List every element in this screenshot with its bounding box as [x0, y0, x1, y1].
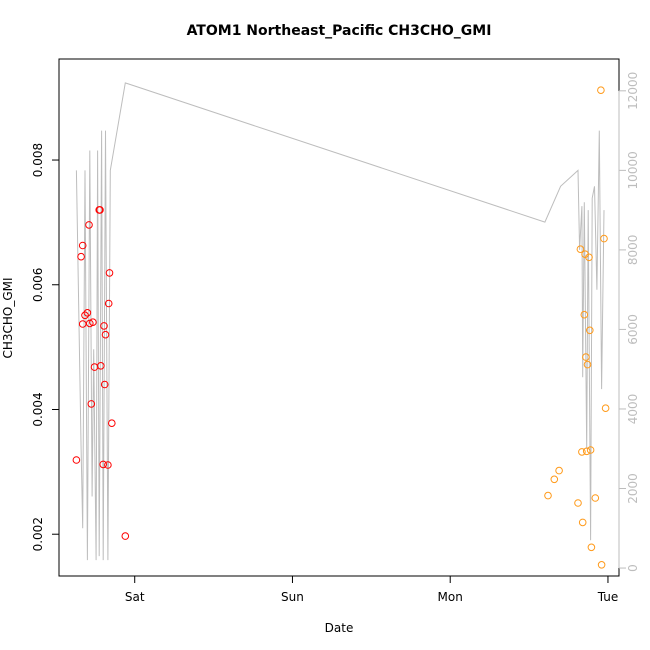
data-point-series-2 [550, 475, 559, 484]
data-point-series-1 [100, 322, 108, 330]
x-axis-label: Date [325, 621, 354, 635]
data-point-series-2 [555, 466, 563, 475]
y2-tick-label: 8000 [626, 235, 640, 266]
data-point-series-2 [582, 447, 591, 456]
x-tick-label: Sat [125, 590, 145, 604]
y2-tick-label: 4000 [626, 394, 640, 425]
data-point-series-1 [85, 221, 93, 229]
data-point-series-1 [99, 460, 107, 469]
data-point-series-2 [583, 360, 592, 369]
data-point-series-2 [597, 561, 606, 569]
x-tick-label: Sun [281, 590, 304, 604]
x-tick-label: Mon [438, 590, 463, 604]
altitude-line-layer [75, 82, 605, 561]
data-point-series-2 [600, 234, 608, 243]
points-layer [72, 86, 610, 569]
y-tick-label: 0.008 [31, 143, 45, 177]
data-point-series-2 [587, 543, 596, 552]
y2-tick-label: 10000 [626, 151, 640, 189]
data-point-series-2 [591, 494, 600, 502]
data-point-series-1 [104, 299, 113, 308]
chart-title: ATOM1 Northeast_Pacific CH3CHO_GMI [187, 23, 492, 39]
data-point-series-2 [574, 499, 582, 507]
data-point-series-2 [586, 446, 595, 454]
data-point-series-1 [121, 532, 130, 540]
y-tick-label: 0.006 [31, 268, 45, 302]
y2-tick-label: 12000 [626, 72, 640, 110]
data-point-series-2 [597, 86, 605, 94]
data-point-series-1 [78, 241, 87, 250]
y-tick-label: 0.004 [31, 392, 45, 426]
axes-layer: Sat Sun Mon Tue 0.002 0.004 0.006 0.008 0 2000 400… [31, 72, 640, 604]
data-point-series-1 [101, 330, 110, 339]
data-point-series-2 [586, 326, 594, 335]
altitude-series-line [75, 82, 605, 561]
data-point-series-1 [77, 252, 85, 261]
data-point-series-1 [108, 419, 116, 428]
data-point-series-1 [78, 320, 87, 328]
y-tick-label: 0.002 [31, 517, 45, 551]
data-point-series-2 [578, 448, 586, 456]
data-point-series-2 [578, 518, 587, 527]
x-tick-label: Tue [597, 590, 619, 604]
data-point-series-2 [544, 491, 552, 500]
data-point-series-2 [582, 353, 590, 361]
data-point-series-1 [81, 311, 89, 320]
data-point-series-1 [89, 318, 97, 327]
data-point-series-1 [83, 309, 92, 317]
data-point-series-2 [576, 245, 585, 253]
y2-tick-label: 0 [626, 564, 640, 572]
data-point-series-2 [585, 253, 593, 262]
data-point-series-2 [580, 310, 589, 319]
data-point-series-1 [96, 206, 104, 214]
data-point-series-1 [97, 362, 105, 370]
plot-frame [58, 58, 620, 577]
data-point-series-1 [72, 456, 81, 464]
data-point-series-1 [105, 269, 114, 277]
data-point-series-1 [100, 380, 109, 389]
data-point-series-2 [601, 404, 610, 413]
y-axis-label: CH3CHO_GMI [1, 277, 15, 358]
data-point-series-1 [87, 400, 96, 408]
y2-tick-label: 2000 [626, 473, 640, 504]
y2-tick-label: 6000 [626, 314, 640, 345]
data-point-series-1 [104, 461, 112, 469]
